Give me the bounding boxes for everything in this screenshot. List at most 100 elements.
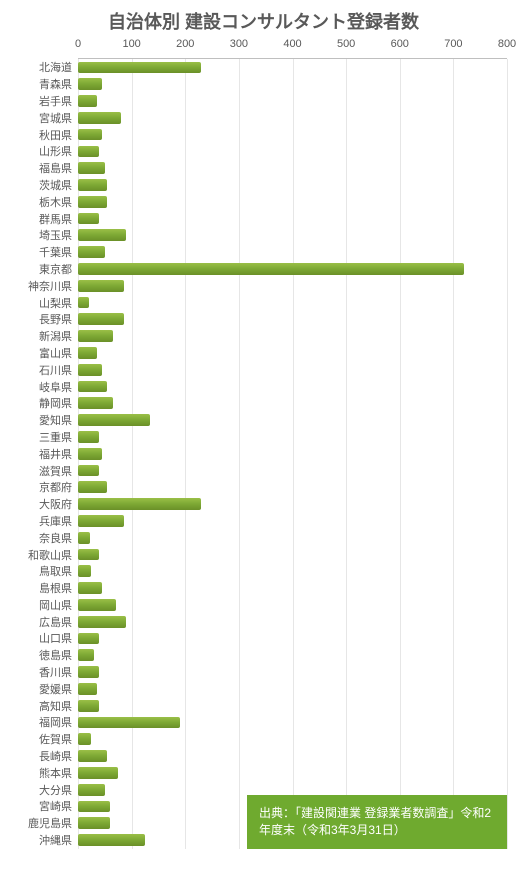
y-label: 宮崎県: [39, 798, 78, 814]
bar-row: 島根県: [78, 580, 507, 597]
x-tick-label: 700: [444, 38, 462, 50]
bar: [78, 801, 110, 813]
y-label: 鹿児島県: [28, 815, 78, 831]
bar: [78, 515, 124, 527]
y-label: 大阪府: [39, 496, 78, 512]
bar: [78, 179, 107, 191]
source-note: 出典：「建設関連業 登録業者数調査」令和2年度末（令和3年3月31日）: [247, 795, 507, 849]
y-label: 佐賀県: [39, 731, 78, 747]
y-label: 兵庫県: [39, 513, 78, 529]
bar-row: 北海道: [78, 59, 507, 76]
bar-row: 山形県: [78, 143, 507, 160]
y-label: 岐阜県: [39, 379, 78, 395]
bar-row: 大阪府: [78, 496, 507, 513]
bar: [78, 78, 102, 90]
bar-row: 熊本県: [78, 764, 507, 781]
bar-row: 長崎県: [78, 748, 507, 765]
bar-row: 兵庫県: [78, 513, 507, 530]
bar: [78, 330, 113, 342]
bar: [78, 313, 124, 325]
y-label: 茨城県: [39, 177, 78, 193]
bar: [78, 246, 105, 258]
y-label: 富山県: [39, 345, 78, 361]
bar: [78, 196, 107, 208]
bar-row: 茨城県: [78, 177, 507, 194]
bar-row: 山梨県: [78, 294, 507, 311]
bar-row: 福岡県: [78, 714, 507, 731]
bar-row: 滋賀県: [78, 462, 507, 479]
x-tick-label: 800: [498, 38, 516, 50]
y-label: 山口県: [39, 630, 78, 646]
y-label: 山形県: [39, 143, 78, 159]
y-label: 青森県: [39, 76, 78, 92]
y-label: 鳥取県: [39, 563, 78, 579]
y-label: 宮城県: [39, 110, 78, 126]
y-label: 群馬県: [39, 211, 78, 227]
bar: [78, 700, 99, 712]
y-label: 千葉県: [39, 244, 78, 260]
bar: [78, 649, 94, 661]
bar: [78, 263, 464, 275]
bar: [78, 364, 102, 376]
bar: [78, 498, 201, 510]
y-label: 島根県: [39, 580, 78, 596]
bar: [78, 347, 97, 359]
y-label: 沖縄県: [39, 832, 78, 848]
bar-row: 和歌山県: [78, 546, 507, 563]
bar: [78, 717, 180, 729]
x-tick-label: 600: [391, 38, 409, 50]
bar: [78, 213, 99, 225]
y-label: 長野県: [39, 311, 78, 327]
bar-row: 岩手県: [78, 93, 507, 110]
gridline: [507, 59, 508, 849]
bar: [78, 95, 97, 107]
bar-row: 山口県: [78, 630, 507, 647]
bar-row: 宮城県: [78, 109, 507, 126]
y-label: 高知県: [39, 698, 78, 714]
bar: [78, 62, 201, 74]
y-label: 福島県: [39, 160, 78, 176]
y-label: 山梨県: [39, 295, 78, 311]
bar-row: 埼玉県: [78, 227, 507, 244]
y-label: 熊本県: [39, 765, 78, 781]
bar: [78, 414, 150, 426]
y-label: 秋田県: [39, 127, 78, 143]
bar: [78, 599, 116, 611]
x-axis: 0100200300400500600700800: [78, 38, 507, 58]
bar-row: 広島県: [78, 613, 507, 630]
bar-row: 秋田県: [78, 126, 507, 143]
bar-row: 徳島県: [78, 647, 507, 664]
y-label: 石川県: [39, 362, 78, 378]
bar-row: 千葉県: [78, 244, 507, 261]
bar: [78, 733, 91, 745]
bar-row: 長野県: [78, 311, 507, 328]
bar-row: 愛媛県: [78, 680, 507, 697]
y-label: 北海道: [39, 59, 78, 75]
y-label: 京都府: [39, 479, 78, 495]
x-tick-label: 300: [230, 38, 248, 50]
bar-row: 愛知県: [78, 412, 507, 429]
y-label: 福井県: [39, 446, 78, 462]
x-tick-label: 0: [75, 38, 81, 50]
bar-row: 神奈川県: [78, 277, 507, 294]
bar-row: 群馬県: [78, 210, 507, 227]
bar-row: 東京都: [78, 261, 507, 278]
bar-row: 新潟県: [78, 328, 507, 345]
bar: [78, 297, 89, 309]
bar: [78, 397, 113, 409]
bar-row: 福井県: [78, 445, 507, 462]
bar-row: 三重県: [78, 429, 507, 446]
bar: [78, 549, 99, 561]
bar: [78, 633, 99, 645]
bar-row: 静岡県: [78, 395, 507, 412]
y-label: 和歌山県: [28, 547, 78, 563]
bar: [78, 750, 107, 762]
bar-row: 奈良県: [78, 529, 507, 546]
chart-area: 0100200300400500600700800 北海道青森県岩手県宮城県秋田…: [78, 38, 507, 848]
bar: [78, 381, 107, 393]
y-label: 岡山県: [39, 597, 78, 613]
bar: [78, 616, 126, 628]
y-label: 福岡県: [39, 714, 78, 730]
bar: [78, 834, 145, 846]
y-label: 栃木県: [39, 194, 78, 210]
